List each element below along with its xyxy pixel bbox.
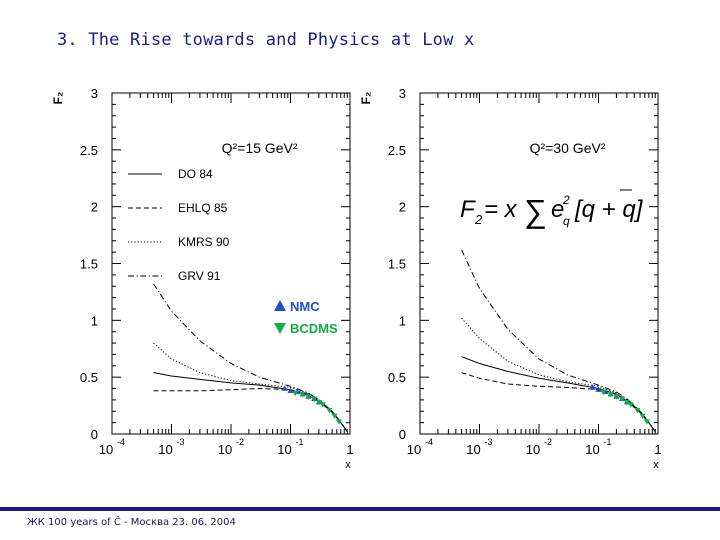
bcdms-data-point	[623, 399, 630, 406]
y-tick-label: 2.5	[80, 143, 98, 158]
formula-eq-x: = x	[484, 196, 518, 223]
chart-panel-right: 0 0.5 1 1.5 2 2.5 3 10 -4 10 -3 10 -2 10 -1 1 F₂ x Q²=30 G…	[359, 86, 662, 471]
bcdms-data-point	[305, 394, 312, 400]
x-tick-exponent: -3	[177, 437, 185, 447]
x-tick-exponent: -1	[604, 437, 612, 447]
footer-rule	[0, 507, 720, 511]
x-tick-exponent: -2	[544, 437, 552, 447]
y-tick-label: 2	[399, 200, 406, 215]
x-tick-exponent: -4	[117, 437, 125, 447]
y-tick-label: 0.5	[80, 370, 98, 385]
y-tick-label: 2.5	[388, 143, 406, 158]
bcdms-data-point	[634, 407, 641, 414]
nmc-data-point	[287, 387, 294, 394]
x-tick-label: 1	[654, 442, 661, 457]
series-line-grv-91	[461, 249, 656, 432]
q2-annotation: Q²=30 GeV²	[530, 140, 606, 156]
series-line-grv-91	[153, 283, 348, 432]
nmc-data-point	[281, 385, 288, 391]
bcdms-data-point	[292, 390, 299, 397]
bcdms-data-point	[643, 419, 650, 425]
y-tick-label: 0	[91, 427, 98, 442]
x-tick-label: 1	[346, 442, 353, 457]
series-line-kmrs-90	[461, 317, 656, 432]
bcdms-data-point	[315, 399, 322, 406]
series-line-do-84	[461, 356, 656, 432]
formula-f: F	[460, 196, 476, 223]
marker-legend-label: NMC	[290, 299, 320, 314]
bcdms-data-point	[600, 389, 607, 396]
y-tick-label: 3	[399, 86, 406, 101]
y-tick-label: 1	[91, 313, 98, 328]
bcdms-data-point	[311, 396, 318, 402]
x-tick-label: 10	[407, 442, 421, 457]
y-tick-label: 0	[399, 427, 406, 442]
slide-title: 3. The Rise towards and Physics at Low x	[57, 30, 475, 50]
bcdms-data-point	[619, 396, 626, 402]
formula-e-sub: q	[563, 214, 570, 228]
x-tick-exponent: -3	[485, 437, 493, 447]
bcdms-data-point	[627, 402, 634, 408]
formula-e: e	[551, 196, 564, 223]
formula-sum: ∑	[524, 193, 547, 229]
legend-entry: DO 84	[178, 167, 213, 181]
y-tick-label: 2	[91, 200, 98, 215]
nmc-data-point	[595, 386, 602, 392]
series-line-kmrs-90	[153, 342, 348, 432]
formula-e-sup: 2	[562, 193, 570, 207]
x-tick-label: 10	[277, 442, 291, 457]
bcdms-data-point	[613, 394, 620, 400]
x-axis-label: x	[653, 459, 659, 471]
formula-bracket: [q + q]	[574, 196, 644, 223]
chart-panel-left: 0 0.5 1 1.5 2 2.5 3 10 -4 10 -3 10 -2 10 -1 1 F₂ x Q²=15 G…	[51, 86, 354, 471]
bcdms-data-point	[607, 392, 614, 398]
bcdms-data-point	[326, 407, 333, 414]
y-axis-label: F₂	[359, 92, 373, 105]
x-tick-label: 10	[585, 442, 599, 457]
series-line-ehlq-85	[153, 387, 348, 432]
nmc-data-point	[589, 384, 596, 390]
footer-text: ЖК 100 years of Č - Москва 23. 06. 2004	[27, 517, 236, 528]
x-tick-label: 10	[466, 442, 480, 457]
x-tick-exponent: -2	[236, 437, 244, 447]
y-tick-label: 0.5	[388, 370, 406, 385]
x-axis-label: x	[345, 459, 351, 471]
legend-entry: EHLQ 85	[178, 201, 228, 215]
y-tick-label: 1	[399, 313, 406, 328]
q2-annotation: Q²=15 GeV²	[222, 140, 298, 156]
formula-f-sub: 2	[474, 212, 483, 227]
x-tick-label: 10	[99, 442, 113, 457]
bcdms-data-point	[331, 413, 338, 420]
bcdms-legend-symbol	[274, 323, 286, 334]
bcdms-data-point	[335, 419, 342, 425]
y-tick-label: 1.5	[80, 257, 98, 272]
bcdms-data-point	[639, 413, 646, 420]
x-tick-exponent: -4	[425, 437, 433, 447]
y-axis-label: F₂	[51, 92, 65, 105]
y-tick-label: 1.5	[388, 257, 406, 272]
y-tick-label: 3	[91, 86, 98, 101]
nmc-legend-symbol	[274, 300, 286, 311]
legend-entry: GRV 91	[178, 269, 221, 283]
marker-legend-label: BCDMS	[290, 321, 338, 336]
legend-entry: KMRS 90	[178, 235, 230, 249]
x-tick-label: 10	[218, 442, 232, 457]
x-tick-label: 10	[526, 442, 540, 457]
bcdms-data-point	[299, 392, 306, 398]
x-tick-label: 10	[158, 442, 172, 457]
x-tick-exponent: -1	[296, 437, 304, 447]
bcdms-data-point	[319, 402, 326, 408]
